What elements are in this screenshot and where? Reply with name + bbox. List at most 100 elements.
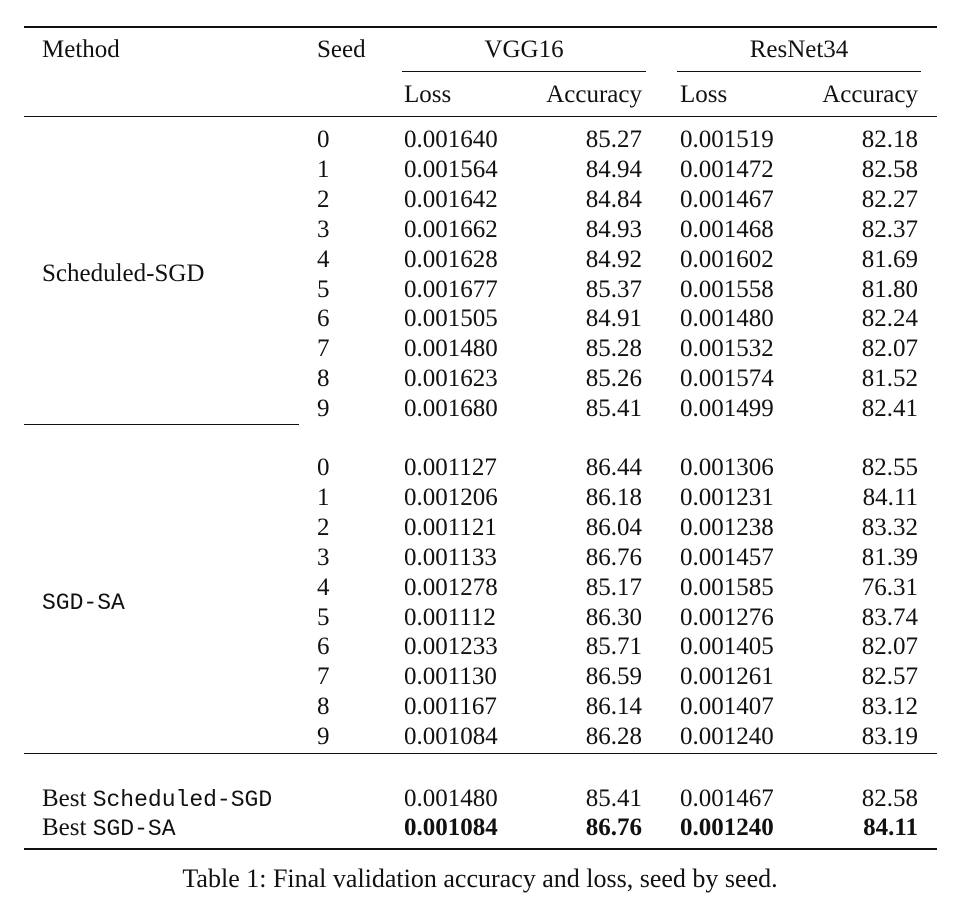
seed-cell: 0 bbox=[317, 454, 330, 481]
best-vgg-loss: 0.001480 bbox=[404, 785, 498, 812]
vgg-loss-cell: 0.001564 bbox=[404, 156, 498, 183]
resnet-loss-cell: 0.001240 bbox=[680, 723, 774, 750]
resnet-loss-cell: 0.001405 bbox=[680, 633, 774, 660]
resnet-accuracy-cell: 83.19 bbox=[861, 723, 918, 750]
resnet-accuracy-cell: 82.18 bbox=[861, 126, 918, 153]
seed-cell: 4 bbox=[317, 246, 330, 273]
resnet-accuracy-cell: 82.37 bbox=[861, 216, 918, 243]
resnet-accuracy-cell: 81.80 bbox=[861, 276, 918, 303]
resnet-accuracy-cell: 83.74 bbox=[861, 604, 918, 631]
seed-cell: 1 bbox=[317, 156, 330, 183]
resnet-loss-cell: 0.001602 bbox=[680, 246, 774, 273]
resnet-accuracy-cell: 82.27 bbox=[861, 186, 918, 213]
best-scheduled-sgd-label: Best Scheduled-SGD bbox=[42, 786, 272, 812]
vgg-accuracy-cell: 86.30 bbox=[585, 604, 642, 631]
resnet-loss-cell: 0.001574 bbox=[680, 365, 774, 392]
header-rule bbox=[24, 116, 937, 117]
resnet-accuracy-cell: 83.12 bbox=[861, 693, 918, 720]
group-label-sgd-sa: SGD-SA bbox=[42, 590, 125, 616]
best-method: Scheduled-SGD bbox=[92, 787, 273, 813]
resnet-loss-cell: 0.001468 bbox=[680, 216, 774, 243]
seed-cell: 8 bbox=[317, 693, 330, 720]
resnet-accuracy-cell: 82.58 bbox=[861, 156, 918, 183]
vgg-accuracy-cell: 86.28 bbox=[585, 723, 642, 750]
best-separator-rule bbox=[24, 753, 937, 754]
vgg-accuracy-cell: 84.91 bbox=[585, 305, 642, 332]
header-vgg-accuracy: Accuracy bbox=[546, 81, 642, 108]
seed-cell: 7 bbox=[317, 335, 330, 362]
vgg-loss-cell: 0.001167 bbox=[404, 693, 497, 720]
resnet-loss-cell: 0.001472 bbox=[680, 156, 774, 183]
resnet-cmidrule bbox=[677, 71, 921, 72]
seed-cell: 4 bbox=[317, 574, 330, 601]
resnet-accuracy-cell: 82.07 bbox=[861, 633, 918, 660]
seed-cell: 5 bbox=[317, 604, 330, 631]
vgg-loss-cell: 0.001127 bbox=[404, 454, 497, 481]
vgg-loss-cell: 0.001662 bbox=[404, 216, 498, 243]
best-method: SGD-SA bbox=[92, 816, 176, 842]
resnet-accuracy-cell: 82.55 bbox=[861, 454, 918, 481]
best-resnet-loss: 0.001240 bbox=[680, 814, 774, 841]
vgg-loss-cell: 0.001677 bbox=[404, 276, 498, 303]
vgg-loss-cell: 0.001680 bbox=[404, 395, 498, 422]
resnet-loss-cell: 0.001532 bbox=[680, 335, 774, 362]
vgg-loss-cell: 0.001505 bbox=[404, 305, 498, 332]
seed-cell: 3 bbox=[317, 216, 330, 243]
seed-cell: 2 bbox=[317, 514, 330, 541]
vgg-loss-cell: 0.001278 bbox=[404, 574, 498, 601]
vgg-accuracy-cell: 86.18 bbox=[585, 484, 642, 511]
vgg-loss-cell: 0.001084 bbox=[404, 723, 498, 750]
vgg-cmidrule bbox=[402, 71, 646, 72]
group-label-scheduled-sgd: Scheduled-SGD bbox=[42, 260, 205, 287]
header-method: Method bbox=[42, 36, 120, 63]
best-resnet-accuracy: 82.58 bbox=[861, 785, 918, 812]
vgg-accuracy-cell: 84.84 bbox=[585, 186, 642, 213]
resnet-loss-cell: 0.001306 bbox=[680, 454, 774, 481]
resnet-accuracy-cell: 81.52 bbox=[861, 365, 918, 392]
seed-cell: 5 bbox=[317, 276, 330, 303]
seed-cell: 8 bbox=[317, 365, 330, 392]
resnet-accuracy-cell: 83.32 bbox=[861, 514, 918, 541]
resnet-loss-cell: 0.001261 bbox=[680, 663, 774, 690]
best-sgd-sa-label: Best SGD-SA bbox=[42, 815, 176, 841]
header-resnet-loss: Loss bbox=[680, 81, 728, 108]
resnet-accuracy-cell: 82.41 bbox=[861, 395, 918, 422]
best-prefix: Best bbox=[42, 814, 87, 841]
vgg-accuracy-cell: 85.37 bbox=[585, 276, 642, 303]
vgg-accuracy-cell: 85.28 bbox=[585, 335, 642, 362]
resnet-accuracy-cell: 81.39 bbox=[861, 544, 918, 571]
header-vgg16: VGG16 bbox=[484, 36, 564, 63]
seed-cell: 3 bbox=[317, 544, 330, 571]
resnet-loss-cell: 0.001499 bbox=[680, 395, 774, 422]
best-prefix: Best bbox=[42, 785, 87, 812]
group-separator-rule bbox=[24, 424, 299, 425]
vgg-loss-cell: 0.001623 bbox=[404, 365, 498, 392]
vgg-loss-cell: 0.001112 bbox=[404, 604, 496, 631]
resnet-loss-cell: 0.001231 bbox=[680, 484, 774, 511]
vgg-accuracy-cell: 86.14 bbox=[585, 693, 642, 720]
vgg-accuracy-cell: 84.94 bbox=[585, 156, 642, 183]
bottom-rule bbox=[24, 848, 937, 850]
vgg-accuracy-cell: 85.26 bbox=[585, 365, 642, 392]
vgg-loss-cell: 0.001480 bbox=[404, 335, 498, 362]
vgg-accuracy-cell: 85.27 bbox=[585, 126, 642, 153]
header-vgg-loss: Loss bbox=[404, 81, 452, 108]
seed-cell: 1 bbox=[317, 484, 330, 511]
seed-cell: 6 bbox=[317, 305, 330, 332]
vgg-loss-cell: 0.001121 bbox=[404, 514, 497, 541]
seed-cell: 6 bbox=[317, 633, 330, 660]
vgg-loss-cell: 0.001133 bbox=[404, 544, 497, 571]
seed-cell: 9 bbox=[317, 723, 330, 750]
resnet-accuracy-cell: 84.11 bbox=[862, 484, 918, 511]
seed-cell: 7 bbox=[317, 663, 330, 690]
vgg-accuracy-cell: 86.04 bbox=[585, 514, 642, 541]
resnet-loss-cell: 0.001457 bbox=[680, 544, 774, 571]
vgg-accuracy-cell: 84.92 bbox=[585, 246, 642, 273]
header-seed: Seed bbox=[317, 36, 366, 63]
vgg-loss-cell: 0.001628 bbox=[404, 246, 498, 273]
resnet-accuracy-cell: 82.57 bbox=[861, 663, 918, 690]
seed-cell: 2 bbox=[317, 186, 330, 213]
vgg-loss-cell: 0.001642 bbox=[404, 186, 498, 213]
resnet-loss-cell: 0.001558 bbox=[680, 276, 774, 303]
best-resnet-accuracy: 84.11 bbox=[863, 814, 918, 841]
